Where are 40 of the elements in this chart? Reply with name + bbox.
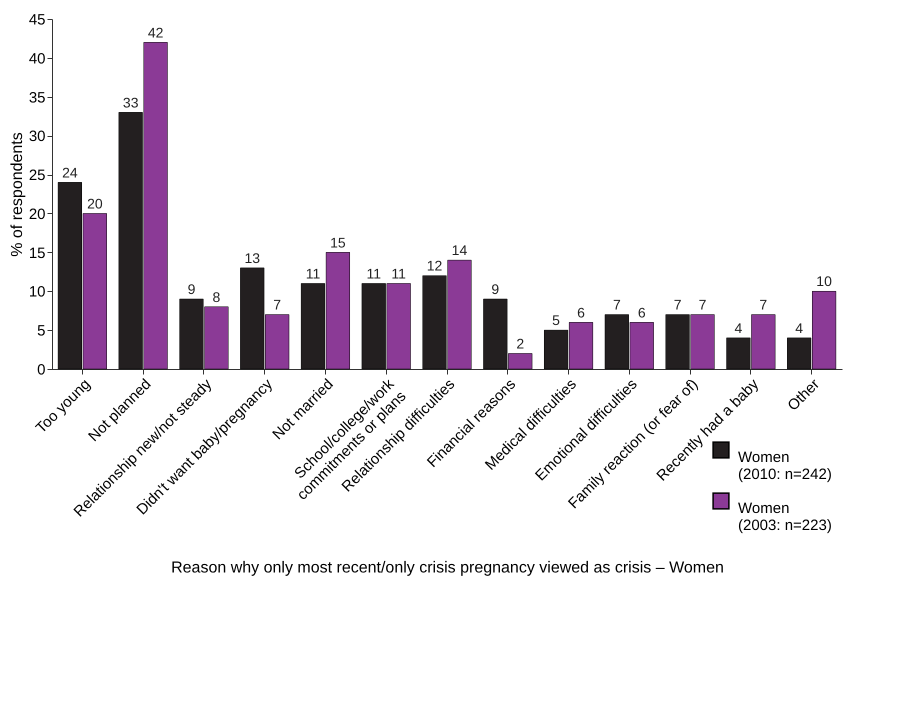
data-label: 24 (62, 164, 78, 180)
y-tick-label: 5 (37, 322, 46, 340)
data-label: 4 (795, 320, 804, 336)
y-tick-label: 20 (28, 206, 46, 223)
y-tick-label: 35 (28, 89, 46, 106)
data-label: 12 (426, 258, 443, 274)
y-tick-label: 25 (28, 167, 46, 184)
data-label: 15 (330, 234, 346, 250)
data-label: 9 (491, 281, 500, 297)
data-label: 2 (516, 335, 524, 352)
legend-label: Women (2010: n=242) (738, 449, 832, 483)
data-label: 7 (674, 296, 682, 313)
data-label: 13 (244, 250, 260, 266)
y-tick-label: 10 (28, 284, 46, 301)
data-label: 7 (698, 296, 707, 313)
legend-label: Women (2003: n=223) (738, 500, 832, 534)
y-axis-title: % of respondents (8, 132, 26, 257)
data-label: 7 (612, 296, 621, 313)
data-label: 8 (212, 288, 220, 305)
data-label: 11 (391, 265, 406, 282)
data-label: 7 (759, 296, 768, 313)
y-tick-label: 45 (28, 12, 46, 28)
data-label: 14 (452, 242, 468, 258)
y-tick-label: 15 (28, 244, 46, 262)
x-axis-title: Reason why only most recent/only crisis pregnancy viewed as crisis – Women (171, 560, 724, 576)
data-label: 6 (638, 304, 646, 320)
data-label: 20 (87, 195, 103, 212)
data-label: 42 (148, 24, 164, 40)
data-label: 4 (734, 320, 742, 336)
data-label: 5 (552, 312, 560, 328)
data-label: 7 (273, 296, 282, 313)
data-label: 10 (816, 273, 832, 290)
data-label: 9 (188, 281, 196, 297)
y-tick-label: 30 (28, 128, 46, 146)
data-label: 11 (366, 265, 382, 282)
data-label: 11 (306, 265, 320, 282)
y-tick-label: 40 (28, 50, 46, 68)
data-label: 33 (122, 94, 139, 110)
data-label: 6 (577, 304, 586, 320)
y-tick-label: 0 (37, 362, 46, 378)
